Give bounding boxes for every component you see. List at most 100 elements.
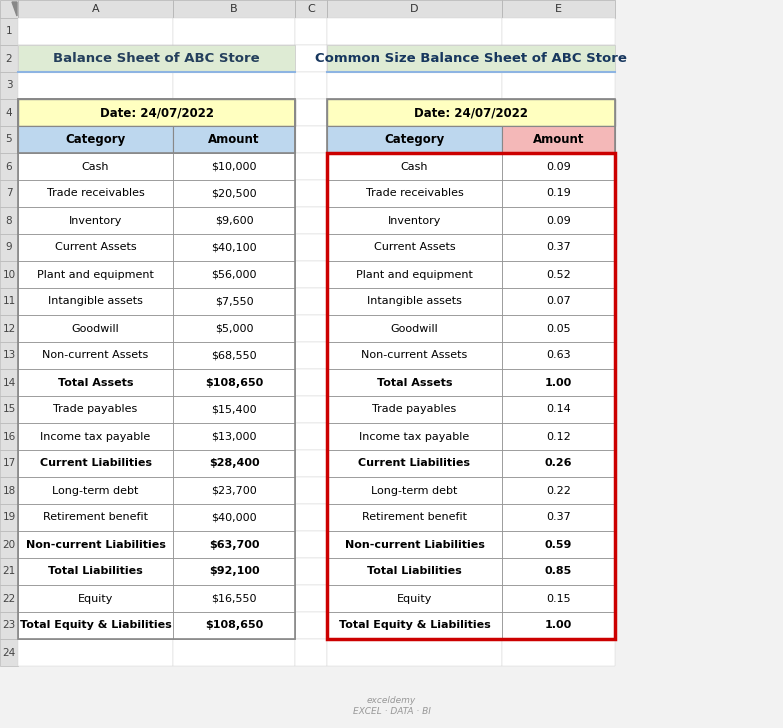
Bar [327,585,502,612]
Bar [295,18,327,45]
Bar [502,504,615,531]
Bar [18,315,173,342]
Bar [173,639,295,666]
Bar [327,369,502,396]
Bar [18,477,173,504]
Text: exceldemy
EXCEL · DATA · BI: exceldemy EXCEL · DATA · BI [352,696,431,716]
Text: 1: 1 [5,26,13,36]
Text: $23,700: $23,700 [211,486,257,496]
Text: Amount: Amount [208,133,260,146]
Bar [0,234,18,261]
Bar [173,261,295,288]
Bar [502,612,615,639]
Text: 5: 5 [5,135,13,144]
Text: Inventory: Inventory [388,215,441,226]
Bar [502,234,615,261]
Text: 0.26: 0.26 [545,459,572,469]
Bar [327,153,615,639]
Bar [295,612,327,639]
Bar [327,342,502,369]
Bar [18,153,173,180]
Bar [18,369,173,396]
Bar [327,180,502,207]
Bar [18,234,173,261]
Bar [18,450,173,477]
Bar [173,153,295,180]
Text: 0.14: 0.14 [546,405,571,414]
Bar [173,396,295,423]
Bar [18,0,173,18]
Text: $40,000: $40,000 [211,513,257,523]
Bar [502,423,615,450]
Bar [327,261,502,288]
Text: Income tax payable: Income tax payable [359,432,470,441]
Bar [327,315,502,342]
Bar [18,612,173,639]
Text: Equity: Equity [78,593,114,604]
Bar [502,0,615,18]
Bar [18,234,173,261]
Bar [327,288,502,315]
Bar [18,99,295,126]
Bar [173,477,295,504]
Text: $68,550: $68,550 [211,350,257,360]
Bar [173,234,295,261]
Bar [502,126,615,153]
Text: A: A [92,4,99,14]
Bar [295,639,327,666]
Bar [327,207,502,234]
Bar [18,18,173,45]
Bar [502,315,615,342]
Bar [0,585,18,612]
Bar [18,423,173,450]
Bar [502,531,615,558]
Polygon shape [12,2,17,16]
Text: 0.05: 0.05 [547,323,571,333]
Text: Total Assets: Total Assets [377,378,453,387]
Text: Long-term debt: Long-term debt [371,486,458,496]
Bar [0,315,18,342]
Bar [173,180,295,207]
Bar [0,18,18,45]
Text: Retirement benefit: Retirement benefit [43,513,148,523]
Text: Amount: Amount [532,133,584,146]
Text: Plant and equipment: Plant and equipment [37,269,154,280]
Text: $10,000: $10,000 [211,162,257,172]
Bar [502,531,615,558]
Bar [173,477,295,504]
Text: 23: 23 [2,620,16,630]
Bar [0,450,18,477]
Bar [327,234,502,261]
Bar [327,261,502,288]
Bar [327,423,502,450]
Bar [0,99,18,126]
Bar [502,369,615,396]
Text: Non-current Assets: Non-current Assets [362,350,467,360]
Bar [295,396,327,423]
Bar [502,234,615,261]
Bar [0,558,18,585]
Text: Trade receivables: Trade receivables [366,189,464,199]
Bar [173,612,295,639]
Bar [502,45,615,72]
Text: 0.22: 0.22 [546,486,571,496]
Bar [173,126,295,153]
Text: 17: 17 [2,459,16,469]
Bar [173,369,295,396]
Bar [173,126,295,153]
Bar [18,585,173,612]
Bar [502,558,615,585]
Bar [0,72,18,99]
Bar [173,423,295,450]
Bar [295,0,327,18]
Bar [173,558,295,585]
Bar [18,126,173,153]
Bar [295,45,327,72]
Bar [0,423,18,450]
Bar [327,423,502,450]
Bar [18,45,173,72]
Bar [502,396,615,423]
Bar [295,585,327,612]
Text: 0.85: 0.85 [545,566,572,577]
Bar [502,369,615,396]
